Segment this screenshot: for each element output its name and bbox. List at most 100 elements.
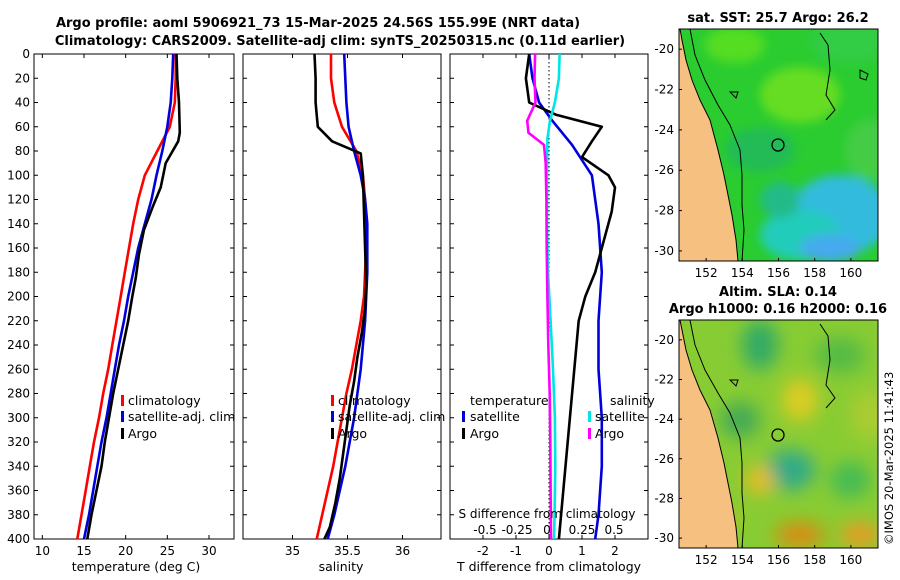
sst-reef-contour <box>819 32 836 121</box>
legend-swatch-s-satellite <box>588 411 591 422</box>
y-tick-label: 80 <box>15 144 30 158</box>
difference-xlabel: T difference from climatology <box>456 559 642 574</box>
s-tick-label: 0 <box>543 523 551 537</box>
series-line-satellite-adj-clim <box>82 53 175 540</box>
sst-map: sat. SST: 25.7 Argo: 26.2 152 1 <box>654 11 879 280</box>
sst-map-title: sat. SST: 25.7 Argo: 26.2 <box>687 11 868 26</box>
sla-reef-contour <box>819 323 836 409</box>
x-tick-label: 1 <box>578 544 586 558</box>
map-y-tick-label: -30 <box>654 531 674 545</box>
temperature-panel: 10 15 20 25 30020406080100120140160180200220… <box>7 47 235 558</box>
map-x-tick-label: 154 <box>731 266 754 280</box>
legend-argo-label: Argo <box>128 426 157 441</box>
x-tick-label: 10 <box>35 544 50 558</box>
x-tick-label: 25 <box>160 544 175 558</box>
sla-map-title-line1: Altim. SLA: 0.14 <box>719 285 837 300</box>
sla-shelf-contour <box>689 320 745 548</box>
difference-panel: -2 -1 0 1 2 <box>449 53 649 558</box>
series-line-s-argo <box>525 53 553 540</box>
sst-shelf-contour <box>689 29 745 261</box>
difference-legend: temperature satellite Argo salinity sate… <box>462 393 655 441</box>
map-y-tick-label: -24 <box>654 412 674 426</box>
sla-field <box>705 320 878 547</box>
y-tick-label: 0 <box>22 47 30 61</box>
legend-s-argo-label: Argo <box>595 426 624 441</box>
figure-title-line2: Climatology: CARS2009. Satellite-adj cli… <box>55 34 625 49</box>
map-y-tick-label: -20 <box>654 42 674 56</box>
s-difference-ticks: -0.5 -0.25 0 0.25 0.5 <box>473 523 623 537</box>
map-x-tick-label: 160 <box>839 553 862 567</box>
sst-land <box>679 29 738 261</box>
x-tick-label: 36 <box>395 544 410 558</box>
x-tick-label: 30 <box>201 544 216 558</box>
series-line-argo <box>313 53 368 540</box>
x-tick-label: -2 <box>477 544 489 558</box>
x-tick-label: 20 <box>118 544 133 558</box>
series-line-argo <box>86 53 182 540</box>
s-tick-label: 0.25 <box>569 523 596 537</box>
sla-map-ticks: 152 154 156 158 160 -20 -22 -24 -26 -28 -30 <box>654 333 862 567</box>
y-tick-label: 180 <box>7 265 30 279</box>
map-y-tick-label: -24 <box>654 123 674 137</box>
y-tick-label: 340 <box>7 459 30 473</box>
y-tick-label: 260 <box>7 362 30 376</box>
map-y-tick-label: -26 <box>654 452 674 466</box>
map-x-tick-label: 160 <box>839 266 862 280</box>
sla-map: Altim. SLA: 0.14 Argo h1000: 0.16 h2000:… <box>654 285 887 567</box>
map-x-tick-label: 158 <box>803 553 826 567</box>
legend-swatch-t-satellite <box>462 411 465 422</box>
x-tick-label: 35.5 <box>334 544 361 558</box>
y-tick-label: 400 <box>7 532 30 546</box>
legend-climatology-label: climatology <box>338 393 411 408</box>
map-y-tick-label: -28 <box>654 204 674 218</box>
map-x-tick-label: 156 <box>767 553 790 567</box>
y-tick-label: 280 <box>7 387 30 401</box>
series-line-t-argo <box>524 53 617 540</box>
y-tick-label: 300 <box>7 411 30 425</box>
x-tick-label: 15 <box>76 544 91 558</box>
y-tick-label: 20 <box>15 71 30 85</box>
map-x-tick-label: 154 <box>731 553 754 567</box>
y-tick-label: 60 <box>15 120 30 134</box>
sla-island-contour <box>728 379 739 387</box>
salinity-panel: 35 35.5 36 <box>242 53 442 558</box>
legend-climatology-label: climatology <box>128 393 201 408</box>
map-x-tick-label: 156 <box>767 266 790 280</box>
legend-swatch-climatology <box>331 395 334 406</box>
temperature-xlabel: temperature (deg C) <box>72 559 201 574</box>
salinity-legend: climatology satellite-adj. clim Argo <box>331 393 445 441</box>
map-x-tick-label: 152 <box>695 266 718 280</box>
sst-field <box>705 29 878 261</box>
y-tick-label: 120 <box>7 193 30 207</box>
x-tick-label: 2 <box>611 544 619 558</box>
legend-swatch-t-argo <box>462 428 465 439</box>
y-tick-label: 40 <box>15 96 30 110</box>
x-tick-label: 0 <box>545 544 553 558</box>
s-difference-label: S difference from climatology <box>459 507 636 521</box>
s-tick-label: 0.5 <box>604 523 623 537</box>
sst-island-contour <box>728 91 739 99</box>
map-y-tick-label: -20 <box>654 333 674 347</box>
series-line-climatology <box>315 54 368 540</box>
legend-swatch-argo <box>331 428 334 439</box>
sst-island-contour <box>859 69 869 81</box>
map-x-tick-label: 152 <box>695 553 718 567</box>
y-tick-label: 140 <box>7 217 30 231</box>
y-tick-label: 160 <box>7 241 30 255</box>
figure-title-line1: Argo profile: aoml 5906921_73 15-Mar-202… <box>56 16 580 31</box>
legend-swatch-argo <box>121 428 124 439</box>
y-tick-label: 360 <box>7 484 30 498</box>
s-tick-label: -0.25 <box>501 523 532 537</box>
legend-swatch-satellite <box>331 411 334 422</box>
y-tick-label: 220 <box>7 314 30 328</box>
legend-argo-label: Argo <box>338 426 367 441</box>
legend-satellite-label: satellite-adj. clim <box>338 409 445 424</box>
sst-map-ticks: 152 154 156 158 160 -20 -22 -24 -26 -28 -30 <box>654 42 862 280</box>
s-tick-label: -0.5 <box>473 523 496 537</box>
map-y-tick-label: -28 <box>654 491 674 505</box>
salinity-xlabel: salinity <box>319 559 364 574</box>
map-y-tick-label: -26 <box>654 163 674 177</box>
legend-t-argo-label: Argo <box>470 426 499 441</box>
y-tick-label: 100 <box>7 168 30 182</box>
